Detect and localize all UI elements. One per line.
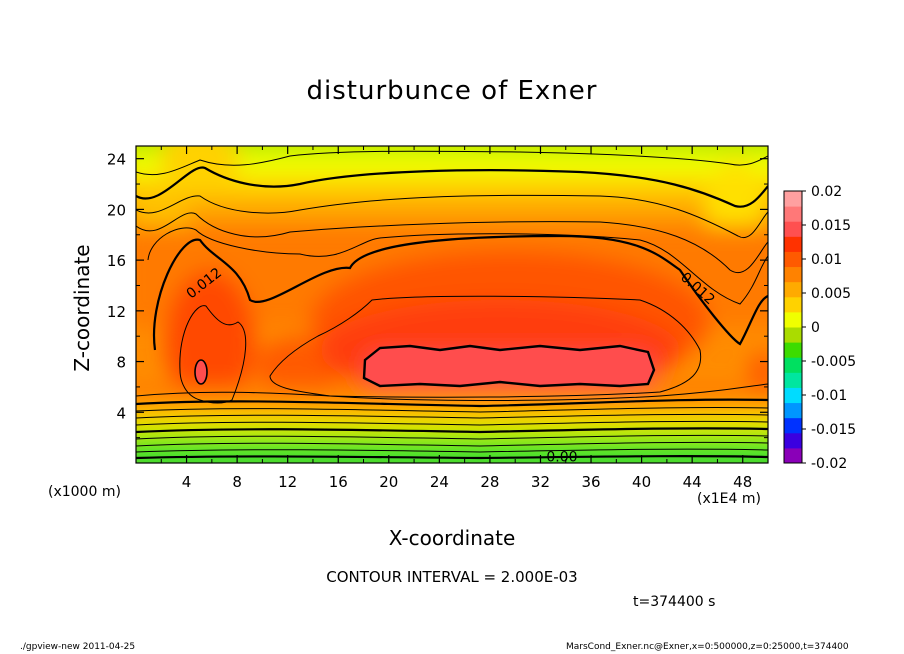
x-axis-label: X-coordinate: [388, 526, 516, 550]
colorbar-swatch: [784, 236, 802, 252]
colorbar-swatch: [784, 447, 802, 464]
x-tick-label: 36: [581, 473, 600, 491]
colorbar-swatch: [784, 296, 802, 313]
x-tick-label: 4: [182, 473, 192, 491]
plot-frame: [135, 145, 769, 464]
colorbar-swatch: [784, 372, 802, 388]
colorbar-swatch: [784, 417, 802, 434]
contour-lines: [136, 150, 768, 460]
colorbar-swatch: [784, 357, 802, 373]
x-axis: 4 8 12 16 20 24 28 32 36 40 44 48: [160, 146, 752, 491]
y-tick-label: 8: [116, 354, 126, 372]
y-axis: 4 8 12 16 20 24: [107, 151, 768, 439]
x-tick-label: 20: [379, 473, 398, 491]
y-tick-label: 16: [107, 252, 126, 270]
colorbar-tick-label: -0.02: [811, 456, 847, 472]
colorbar-swatch: [784, 266, 802, 283]
x-tick-label: 32: [531, 473, 550, 491]
chart-title: disturbunce of Exner: [306, 76, 598, 106]
x-multiplier-note: (x1E4 m): [697, 491, 761, 507]
x-tick-label: 8: [232, 473, 242, 491]
colorbar-tick-label: -0.01: [811, 388, 847, 404]
y-axis-label: Z-coordinate: [70, 244, 94, 372]
colorbar-swatch: [784, 432, 802, 449]
x-tick-label: 16: [329, 473, 348, 491]
colorbar-swatch: [784, 251, 802, 268]
colorbar-swatch: [784, 342, 802, 358]
colorbar-swatch: [784, 402, 802, 419]
y-tick-label: 12: [107, 303, 126, 321]
x-tick-label: 12: [278, 473, 297, 491]
y-tick-label: 24: [107, 151, 126, 169]
time-note: t=374400 s: [633, 594, 716, 610]
colorbar-tick-label: -0.015: [811, 422, 856, 438]
contour-label: 0.00: [546, 450, 577, 466]
y-tick-label: 4: [116, 404, 126, 422]
colorbar-tick-label: 0: [811, 320, 820, 336]
colorbar-tick-label: 0.02: [811, 184, 842, 200]
colorbar-swatch: [784, 281, 802, 298]
colorbar-swatch: [784, 206, 802, 222]
colorbar-swatch: [784, 191, 802, 207]
colorbar-swatch: [784, 387, 802, 404]
colorbar-tick-label: 0.01: [811, 252, 842, 268]
x-tick-label: 44: [683, 473, 702, 491]
contour-interval-note: CONTOUR INTERVAL = 2.000E-03: [326, 568, 578, 586]
x-tick-label: 28: [480, 473, 499, 491]
colorbar-swatch: [784, 311, 802, 328]
x-tick-label: 40: [632, 473, 651, 491]
footer-right: MarsCond_Exner.nc@Exner,x=0:500000,z=0:2…: [566, 642, 849, 652]
colorbar-tick-label: 0.005: [811, 286, 851, 302]
colorbar: 0.02 0.015 0.01 0.005 0 -0.005 -0.01 -0.015 -0.0…: [783, 184, 856, 472]
colorbar-tick-label: -0.005: [811, 354, 856, 370]
colorbar-swatch: [784, 221, 802, 237]
y-tick-label: 20: [107, 201, 126, 219]
footer-left: ./gpview-new 2011-04-25: [20, 642, 136, 652]
colorbar-tick-label: 0.015: [811, 218, 851, 234]
x-tick-label: 24: [430, 473, 449, 491]
x-tick-label: 48: [733, 473, 752, 491]
colorbar-swatch: [784, 327, 802, 343]
x-unit-note: (x1000 m): [48, 484, 121, 500]
